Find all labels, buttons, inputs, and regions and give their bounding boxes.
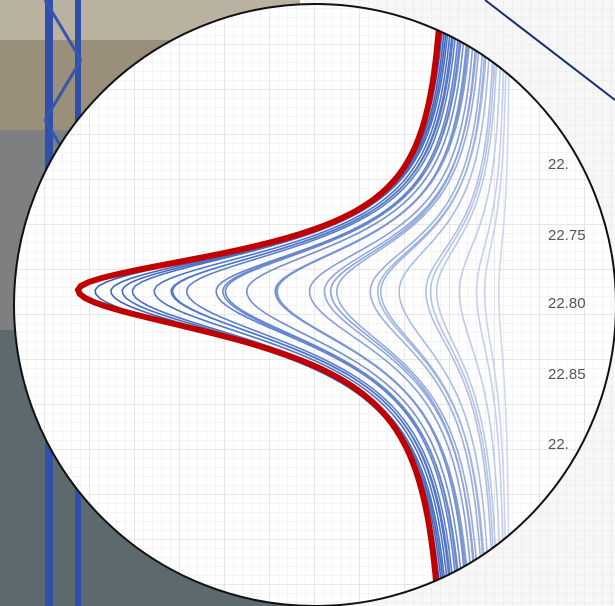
profile-curve <box>308 4 477 606</box>
profile-curve <box>498 4 511 606</box>
profile-curve <box>170 4 456 606</box>
profile-curve <box>483 4 508 606</box>
profile-curve <box>335 4 483 606</box>
y-axis-label: 22.75 <box>548 227 586 244</box>
profile-curve <box>379 4 489 606</box>
y-axis-label: 22. <box>548 156 569 173</box>
curves <box>74 4 511 606</box>
profile-curve <box>475 4 506 606</box>
profile-curve <box>245 4 468 606</box>
profile-curve <box>429 4 498 606</box>
profile-curve <box>458 4 503 606</box>
profile-curve <box>425 4 496 606</box>
profile-curve <box>131 4 452 606</box>
profile-curve <box>398 4 493 606</box>
profile-curve <box>121 4 450 606</box>
profile-curve <box>435 4 500 606</box>
profile-curve <box>275 4 471 606</box>
profile-curve <box>376 4 490 606</box>
profile-curve <box>329 4 480 606</box>
lens-border <box>13 3 615 606</box>
profile-curve <box>153 4 454 606</box>
profile-curve <box>369 4 487 606</box>
y-axis-label: 22.80 <box>548 295 586 312</box>
y-axis-label: 22.85 <box>548 366 586 383</box>
profile-curve <box>215 4 463 606</box>
y-axis-label: 22. <box>548 436 569 453</box>
envelope-curve <box>74 4 445 606</box>
profile-curve <box>185 4 460 606</box>
profile-curve <box>110 4 449 606</box>
profile-curve <box>224 4 465 606</box>
y-axis-labels: 22. 22.75 22.80 22.85 22. <box>548 156 586 453</box>
